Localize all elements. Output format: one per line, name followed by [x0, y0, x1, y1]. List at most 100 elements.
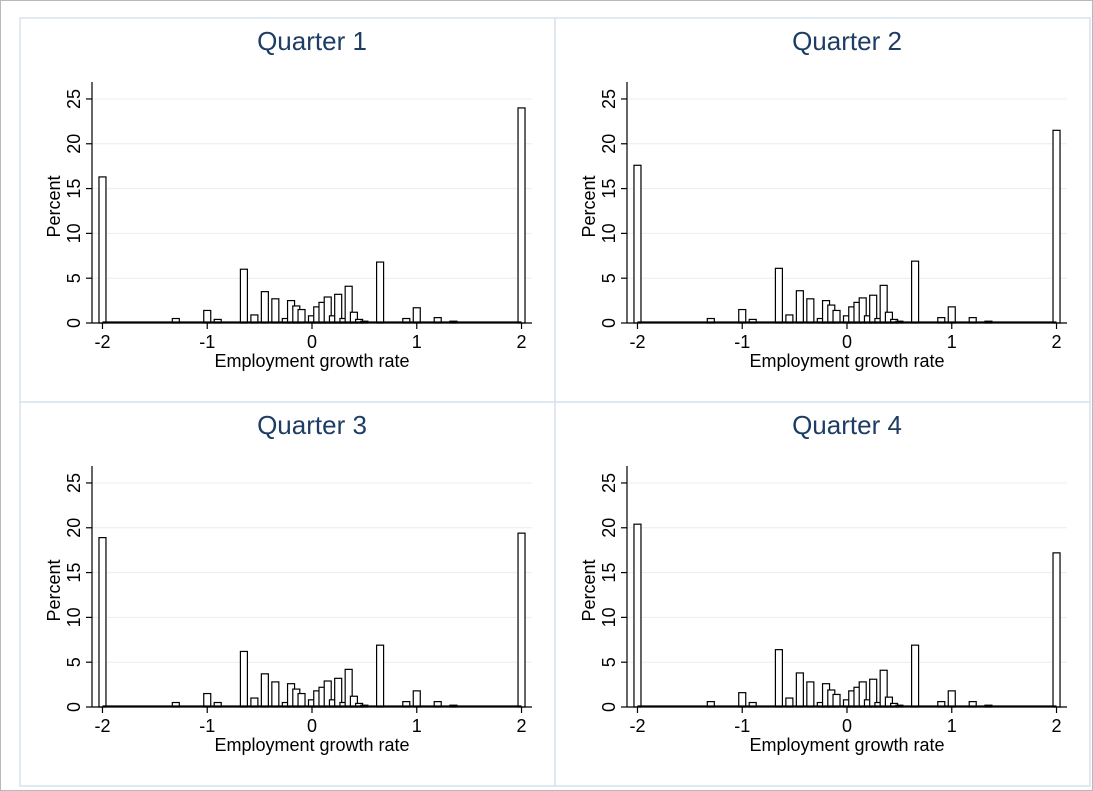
x-tick-label: -1 — [734, 716, 750, 736]
histogram-bar — [1052, 129, 1061, 324]
y-axis-title: Percent — [579, 175, 599, 237]
y-tick-label: 20 — [64, 134, 84, 154]
histogram-bar — [795, 290, 804, 324]
y-tick-label: 0 — [599, 318, 619, 328]
panel-background — [19, 17, 556, 403]
y-tick-label: 0 — [599, 702, 619, 712]
panel-title: Quarter 2 — [792, 26, 902, 56]
histogram-bar — [738, 692, 747, 708]
histogram-bar — [260, 291, 269, 324]
y-tick-label: 20 — [599, 134, 619, 154]
panel-title: Quarter 3 — [257, 410, 367, 440]
x-tick-label: 1 — [412, 332, 422, 352]
x-tick-label: -1 — [734, 332, 750, 352]
x-tick-label: -2 — [629, 332, 645, 352]
x-tick-label: -1 — [199, 716, 215, 736]
histogram-bar — [271, 298, 280, 324]
histogram-bar — [633, 523, 642, 708]
x-tick-label: 0 — [842, 332, 852, 352]
x-tick-label: 2 — [517, 332, 527, 352]
x-tick-label: -2 — [94, 332, 110, 352]
histogram-bar — [98, 537, 107, 708]
x-axis-title: Employment growth rate — [749, 351, 944, 371]
panel-background — [554, 401, 1091, 787]
x-tick-label: 2 — [1052, 332, 1062, 352]
x-axis-title: Employment growth rate — [214, 735, 409, 755]
panel-title: Quarter 1 — [257, 26, 367, 56]
histogram-bar — [806, 298, 815, 324]
chart-panel-3: Quarter 3 0 5 10 15 20 25 -2 -1 0 1 2 Employment gro… — [19, 401, 556, 787]
histogram-bar — [239, 650, 249, 708]
y-tick-label: 20 — [64, 518, 84, 538]
histogram-bar — [832, 309, 841, 324]
histogram-bar — [517, 532, 526, 708]
y-tick-label: 5 — [64, 273, 84, 283]
y-axis-title: Percent — [44, 559, 64, 621]
x-tick-label: -2 — [629, 716, 645, 736]
histogram-bar — [947, 690, 956, 708]
y-axis-title: Percent — [44, 175, 64, 237]
x-tick-label: 0 — [307, 332, 317, 352]
x-axis-title: Employment growth rate — [749, 735, 944, 755]
y-tick-label: 25 — [64, 473, 84, 493]
histogram-bar — [297, 308, 306, 324]
histogram-bar — [738, 308, 747, 324]
histogram-bar — [832, 693, 841, 708]
y-tick-label: 15 — [64, 179, 84, 199]
histogram-bar — [239, 268, 249, 324]
x-tick-label: 0 — [307, 716, 317, 736]
y-tick-label: 10 — [64, 607, 84, 627]
histogram-bar — [1052, 552, 1061, 708]
panel-title: Quarter 4 — [792, 410, 902, 440]
y-tick-label: 15 — [599, 179, 619, 199]
chart-panel-4: Quarter 4 0 5 10 15 20 25 -2 -1 0 1 2 Employment gro… — [554, 401, 1091, 787]
histogram-bar — [412, 690, 421, 708]
y-tick-label: 5 — [599, 273, 619, 283]
y-tick-label: 10 — [599, 223, 619, 243]
histogram-bar — [774, 267, 784, 324]
histogram-bar — [260, 673, 269, 708]
histogram-bar — [203, 692, 212, 708]
x-tick-label: 1 — [947, 332, 957, 352]
histogram-bar — [375, 644, 385, 708]
panel-background — [554, 17, 1091, 403]
y-tick-label: 25 — [64, 89, 84, 109]
y-tick-label: 5 — [64, 657, 84, 667]
y-tick-label: 5 — [599, 657, 619, 667]
histogram-bar — [806, 681, 815, 708]
chart-panel-1: Quarter 1 0 5 10 15 20 25 -2 -1 0 1 2 Employment gro… — [19, 17, 556, 403]
histogram-bar — [412, 307, 421, 324]
histogram-bar — [98, 176, 107, 324]
x-tick-label: 2 — [517, 716, 527, 736]
histogram-bar — [910, 644, 920, 708]
y-tick-label: 0 — [64, 318, 84, 328]
histogram-bar — [375, 261, 385, 324]
x-tick-label: -2 — [94, 716, 110, 736]
y-tick-label: 25 — [599, 473, 619, 493]
histogram-bar — [795, 672, 804, 708]
x-tick-label: 1 — [947, 716, 957, 736]
y-tick-label: 10 — [599, 607, 619, 627]
histogram-bar — [947, 306, 956, 324]
x-tick-label: 1 — [412, 716, 422, 736]
histogram-bar — [910, 260, 920, 324]
histogram-bar — [297, 692, 306, 708]
x-tick-label: 2 — [1052, 716, 1062, 736]
chart-panel-2: Quarter 2 0 5 10 15 20 25 -2 -1 0 1 2 Employment gro… — [554, 17, 1091, 403]
x-tick-label: 0 — [842, 716, 852, 736]
y-tick-label: 20 — [599, 518, 619, 538]
y-tick-label: 0 — [64, 702, 84, 712]
histogram-bar — [203, 309, 212, 324]
y-tick-label: 10 — [64, 223, 84, 243]
y-tick-label: 15 — [64, 563, 84, 583]
histogram-bar — [633, 164, 642, 324]
x-axis-title: Employment growth rate — [214, 351, 409, 371]
panel-background — [19, 401, 556, 787]
y-axis-title: Percent — [579, 559, 599, 621]
y-tick-label: 15 — [599, 563, 619, 583]
histogram-bar — [517, 107, 526, 324]
histogram-bar — [774, 649, 784, 708]
histogram-bar — [271, 681, 280, 708]
x-tick-label: -1 — [199, 332, 215, 352]
